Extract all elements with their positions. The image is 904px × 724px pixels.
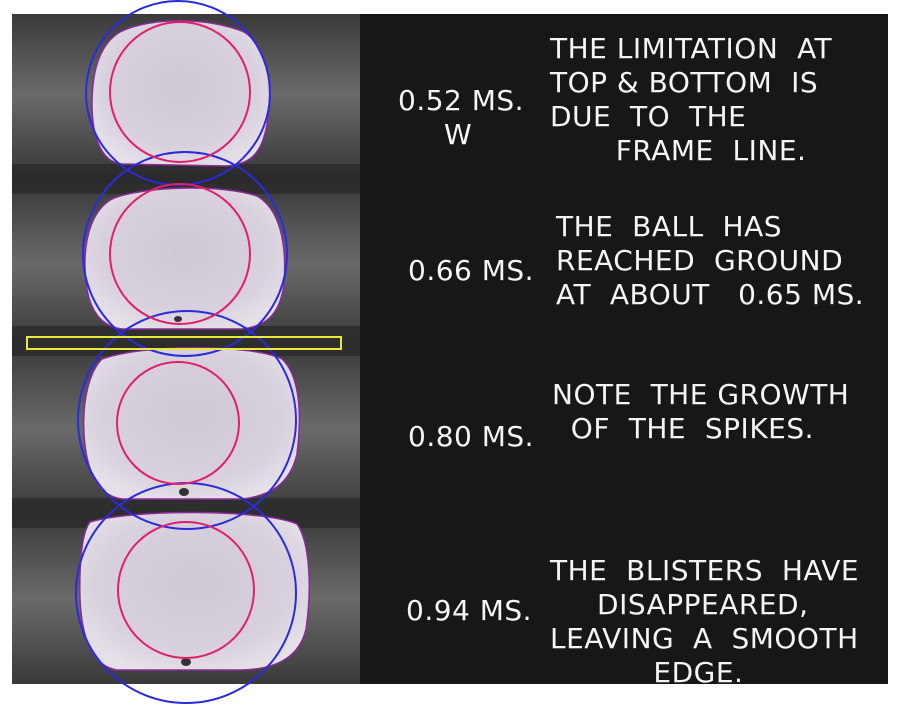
contact-spot-3: [179, 488, 189, 496]
time-label-1: 0.52 MS.: [398, 84, 525, 117]
caption-1: THE LIMITATION AT TOP & BOTTOM IS DUE TO…: [550, 32, 833, 167]
ball-frame-1: [92, 20, 270, 166]
caption-panel: 0.52 MS. W THE LIMITATION AT TOP & BOTTO…: [360, 14, 888, 689]
caption-2: THE BALL HAS REACHED GROUND AT ABOUT 0.6…: [556, 210, 865, 311]
contact-spot-4: [181, 658, 191, 666]
photo-panel: [12, 14, 360, 684]
photo-frames: [12, 14, 360, 684]
ball-frame-4: [79, 512, 310, 670]
contact-spot-2: [174, 316, 182, 322]
ball-frame-2: [84, 188, 285, 329]
time-label-4: 0.94 MS.: [406, 594, 533, 627]
time-label-3: 0.80 MS.: [408, 420, 535, 453]
caption-4: THE BLISTERS HAVE DISAPPEARED, LEAVING A…: [550, 554, 860, 689]
marker-w: W: [444, 118, 472, 151]
time-label-2: 0.66 MS.: [408, 254, 535, 287]
ball-frame-3: [83, 347, 300, 499]
caption-3: NOTE THE GROWTH OF THE SPIKES.: [552, 378, 850, 445]
